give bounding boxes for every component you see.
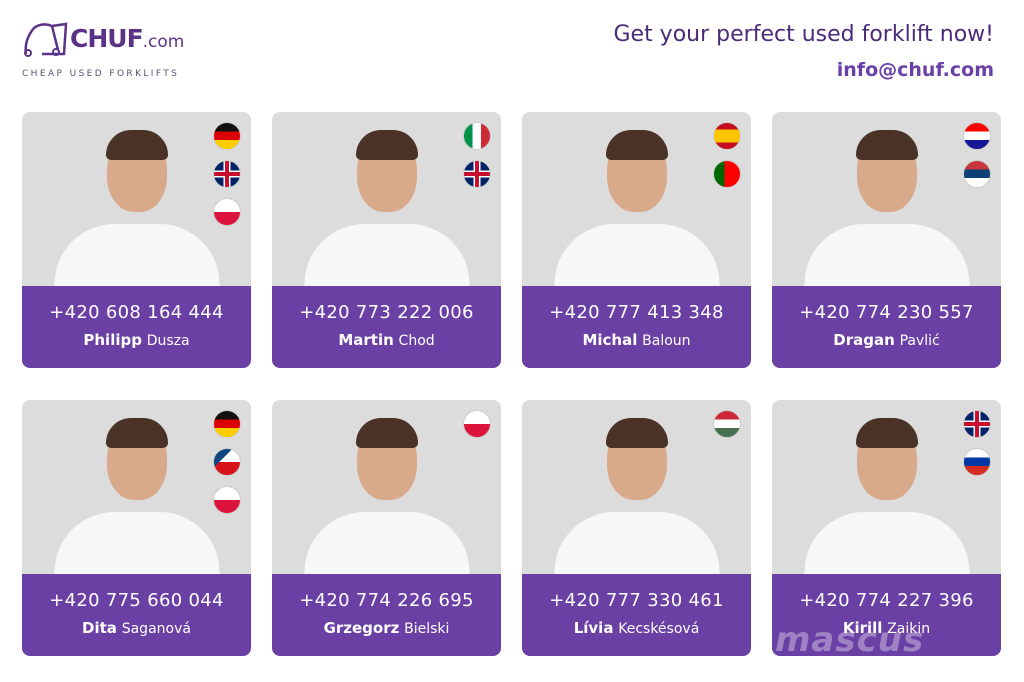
last-name: Saganová: [121, 621, 191, 637]
last-name: Chod: [398, 333, 435, 349]
first-name: Martin: [338, 331, 394, 349]
flag-rs-icon: [963, 160, 991, 188]
contact-card: +420 777 413 348 Michal Baloun: [522, 112, 751, 368]
phone-number[interactable]: +420 774 230 557: [799, 302, 974, 323]
contact-card: +420 774 230 557 Dragan Pavlić: [772, 112, 1001, 368]
forklift-logo-icon: [24, 22, 68, 57]
flag-gb-icon: [463, 160, 491, 188]
first-name: Lívia: [573, 619, 614, 637]
contact-card: +420 608 164 444 Philipp Dusza: [22, 112, 251, 368]
flag-es-icon: [713, 122, 741, 150]
person-photo: [772, 400, 1001, 574]
flag-cz-icon: [213, 448, 241, 476]
contact-name: Grzegorz Bielski: [272, 619, 501, 637]
first-name: Dragan: [833, 331, 895, 349]
phone-number[interactable]: +420 773 222 006: [299, 302, 474, 323]
flag-pl-icon: [463, 410, 491, 438]
watermark: mascus: [775, 620, 925, 660]
first-name: Philipp: [83, 331, 142, 349]
contact-name: Martin Chod: [272, 331, 501, 349]
language-flags: [213, 122, 241, 226]
flag-pt-icon: [713, 160, 741, 188]
contact-card: +420 774 226 695 Grzegorz Bielski: [272, 400, 501, 656]
phone-number[interactable]: +420 777 330 461: [549, 590, 724, 611]
language-flags: [463, 122, 491, 188]
phone-number[interactable]: +420 775 660 044: [49, 590, 224, 611]
last-name: Zaikin: [887, 621, 931, 637]
person-photo: [272, 112, 501, 286]
first-name: Grzegorz: [323, 619, 400, 637]
flag-gb-icon: [213, 160, 241, 188]
language-flags: [963, 410, 991, 476]
last-name: Bielski: [404, 621, 450, 637]
flag-pl-icon: [213, 486, 241, 514]
phone-number[interactable]: +420 774 226 695: [299, 590, 474, 611]
flag-pl-icon: [213, 198, 241, 226]
logo-suffix: .com: [142, 32, 185, 52]
language-flags: [963, 122, 991, 188]
contact-name: Michal Baloun: [522, 331, 751, 349]
flag-ru-icon: [963, 448, 991, 476]
first-name: Kirill: [842, 619, 883, 637]
person-photo: [272, 400, 501, 574]
person-photo: [522, 400, 751, 574]
contact-card: +420 775 660 044 Dita Saganová: [22, 400, 251, 656]
person-photo: [22, 112, 251, 286]
flag-hu-icon: [713, 410, 741, 438]
language-flags: [713, 122, 741, 188]
contact-name: Dragan Pavlić: [772, 331, 1001, 349]
language-flags: [213, 410, 241, 514]
language-flags: [713, 410, 741, 438]
flag-hr-icon: [963, 122, 991, 150]
logo-main: CHUF: [70, 24, 144, 53]
phone-number[interactable]: +420 608 164 444: [49, 302, 224, 323]
last-name: Baloun: [642, 333, 691, 349]
headline: Get your perfect used forklift now!: [613, 22, 994, 47]
flag-it-icon: [463, 122, 491, 150]
language-flags: [463, 410, 491, 438]
person-photo: [522, 112, 751, 286]
contact-card: +420 777 330 461 Lívia Kecskésová: [522, 400, 751, 656]
person-photo: [22, 400, 251, 574]
contact-name: Dita Saganová: [22, 619, 251, 637]
phone-number[interactable]: +420 774 227 396: [799, 590, 974, 611]
tagline: CHEAP USED FORKLIFTS: [22, 69, 180, 79]
last-name: Pavlić: [899, 333, 940, 349]
first-name: Dita: [82, 619, 117, 637]
contact-name: Lívia Kecskésová: [522, 619, 751, 637]
contact-name: Philipp Dusza: [22, 331, 251, 349]
first-name: Michal: [582, 331, 638, 349]
last-name: Dusza: [146, 333, 190, 349]
last-name: Kecskésová: [618, 621, 700, 637]
flag-de-icon: [213, 410, 241, 438]
contact-name: Kirill Zaikin: [772, 619, 1001, 637]
flag-gb-icon: [963, 410, 991, 438]
email-link[interactable]: info@chuf.com: [836, 59, 994, 81]
person-photo: [772, 112, 1001, 286]
contact-card: +420 774 227 396 Kirill Zaikin: [772, 400, 1001, 656]
flag-de-icon: [213, 122, 241, 150]
phone-number[interactable]: +420 777 413 348: [549, 302, 724, 323]
contact-card: +420 773 222 006 Martin Chod: [272, 112, 501, 368]
